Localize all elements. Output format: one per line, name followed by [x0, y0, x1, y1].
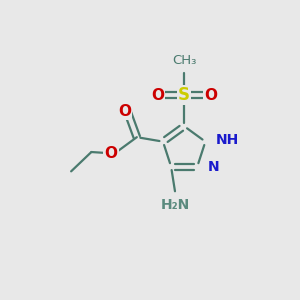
Text: O: O	[118, 104, 131, 119]
Text: O: O	[204, 88, 218, 103]
Text: O: O	[104, 146, 118, 161]
Text: O: O	[151, 88, 164, 103]
Text: S: S	[178, 86, 190, 104]
Text: NH: NH	[216, 133, 239, 147]
Text: CH₃: CH₃	[172, 54, 196, 68]
Text: N: N	[208, 160, 219, 173]
Text: H₂N: H₂N	[161, 198, 190, 212]
